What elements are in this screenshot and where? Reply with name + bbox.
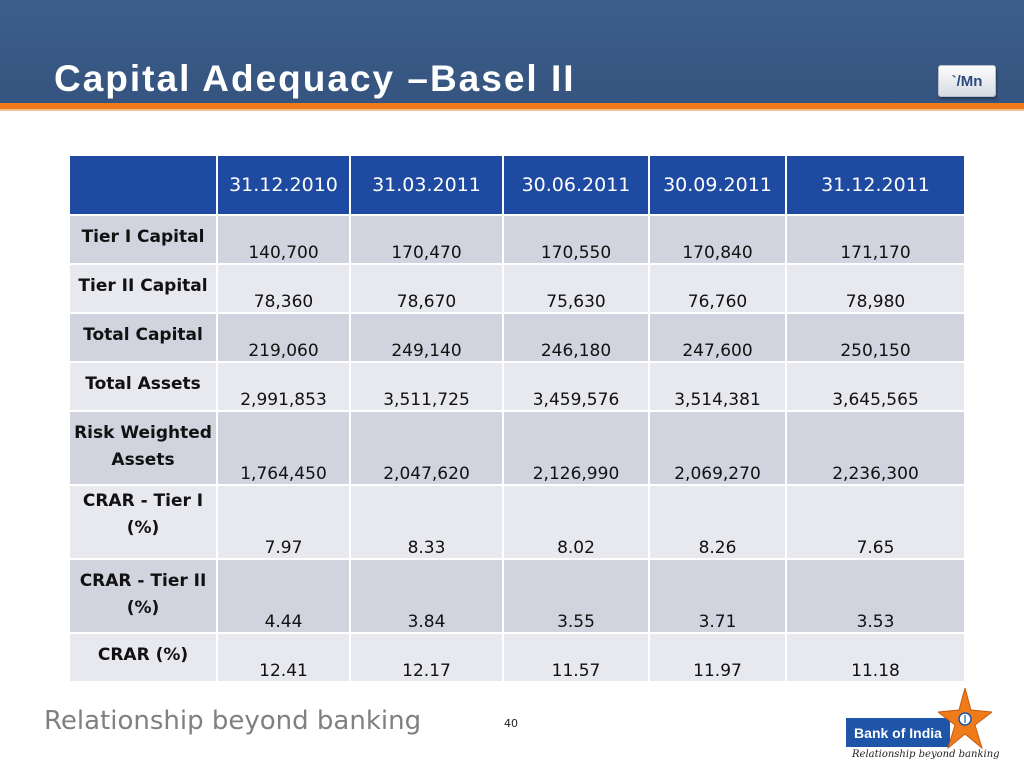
table-cell: 2,069,270 xyxy=(648,410,787,486)
bank-logo: Bank of India Relationship beyond bankin… xyxy=(846,688,1000,764)
logo-wordmark: Bank of India xyxy=(846,718,950,747)
column-header: 30.06.2011 xyxy=(502,154,650,216)
column-header: 30.09.2011 xyxy=(648,154,787,216)
table-cell: 2,047,620 xyxy=(349,410,504,486)
table-cell: 78,980 xyxy=(785,263,966,314)
table-cell: 219,060 xyxy=(216,312,351,363)
table-cell: 3.53 xyxy=(785,558,966,634)
table-cell: 3,645,565 xyxy=(785,361,966,412)
table-cell: 76,760 xyxy=(648,263,787,314)
table-cell: 249,140 xyxy=(349,312,504,363)
table-cell: 12.41 xyxy=(216,632,351,683)
capital-adequacy-table: 31.12.2010 31.03.2011 30.06.2011 30.09.2… xyxy=(68,154,966,683)
table-row: Tier I Capital 140,700 170,470 170,550 1… xyxy=(68,214,966,265)
table-row: CRAR (%) 12.41 12.17 11.57 11.97 11.18 xyxy=(68,632,966,683)
row-label: Tier I Capital xyxy=(68,214,218,265)
title-bar xyxy=(0,0,1024,103)
table-cell: 8.26 xyxy=(648,484,787,560)
row-label: Risk Weighted Assets xyxy=(68,410,218,486)
slide-title: Capital Adequacy –Basel II xyxy=(54,58,576,99)
title-accent-line xyxy=(0,103,1024,111)
table-cell: 7.97 xyxy=(216,484,351,560)
row-label: Total Capital xyxy=(68,312,218,363)
table-cell: 12.17 xyxy=(349,632,504,683)
table-cell: 170,840 xyxy=(648,214,787,265)
column-header: 31.12.2010 xyxy=(216,154,351,216)
table-cell: 2,991,853 xyxy=(216,361,351,412)
table-cell: 2,126,990 xyxy=(502,410,650,486)
table-cell: 3,459,576 xyxy=(502,361,650,412)
table-cell: 75,630 xyxy=(502,263,650,314)
table-cell: 11.97 xyxy=(648,632,787,683)
header-corner xyxy=(68,154,218,216)
table-cell: 1,764,450 xyxy=(216,410,351,486)
table-cell: 170,550 xyxy=(502,214,650,265)
unit-badge: `/Mn xyxy=(938,65,996,97)
table-cell: 3,511,725 xyxy=(349,361,504,412)
table-header-row: 31.12.2010 31.03.2011 30.06.2011 30.09.2… xyxy=(68,154,966,216)
table-cell: 250,150 xyxy=(785,312,966,363)
table-cell: 2,236,300 xyxy=(785,410,966,486)
table-row: CRAR - Tier I (%) 7.97 8.33 8.02 8.26 7.… xyxy=(68,484,966,560)
table-cell: 171,170 xyxy=(785,214,966,265)
table-row: Tier II Capital 78,360 78,670 75,630 76,… xyxy=(68,263,966,314)
table-cell: 78,670 xyxy=(349,263,504,314)
table-cell: 246,180 xyxy=(502,312,650,363)
row-label: CRAR - Tier II (%) xyxy=(68,558,218,634)
column-header: 31.03.2011 xyxy=(349,154,504,216)
table-cell: 247,600 xyxy=(648,312,787,363)
table-cell: 78,360 xyxy=(216,263,351,314)
table-cell: 8.33 xyxy=(349,484,504,560)
table-cell: 8.02 xyxy=(502,484,650,560)
table-row: Risk Weighted Assets 1,764,450 2,047,620… xyxy=(68,410,966,486)
table-cell: 3.84 xyxy=(349,558,504,634)
table-row: CRAR - Tier II (%) 4.44 3.84 3.55 3.71 3… xyxy=(68,558,966,634)
table-cell: 3.55 xyxy=(502,558,650,634)
footer-slogan: Relationship beyond banking xyxy=(44,706,422,736)
table-cell: 11.18 xyxy=(785,632,966,683)
table-cell: 11.57 xyxy=(502,632,650,683)
row-label: CRAR - Tier I (%) xyxy=(68,484,218,560)
table-cell: 7.65 xyxy=(785,484,966,560)
table-cell: 140,700 xyxy=(216,214,351,265)
row-label: Total Assets xyxy=(68,361,218,412)
star-emblem-icon xyxy=(938,688,992,750)
table-cell: 170,470 xyxy=(349,214,504,265)
table-cell: 4.44 xyxy=(216,558,351,634)
table-row: Total Capital 219,060 249,140 246,180 24… xyxy=(68,312,966,363)
row-label: CRAR (%) xyxy=(68,632,218,683)
table-cell: 3,514,381 xyxy=(648,361,787,412)
row-label: Tier II Capital xyxy=(68,263,218,314)
table-row: Total Assets 2,991,853 3,511,725 3,459,5… xyxy=(68,361,966,412)
logo-tagline: Relationship beyond banking xyxy=(852,749,1000,760)
column-header: 31.12.2011 xyxy=(785,154,966,216)
table-cell: 3.71 xyxy=(648,558,787,634)
page-number: 40 xyxy=(504,717,518,730)
